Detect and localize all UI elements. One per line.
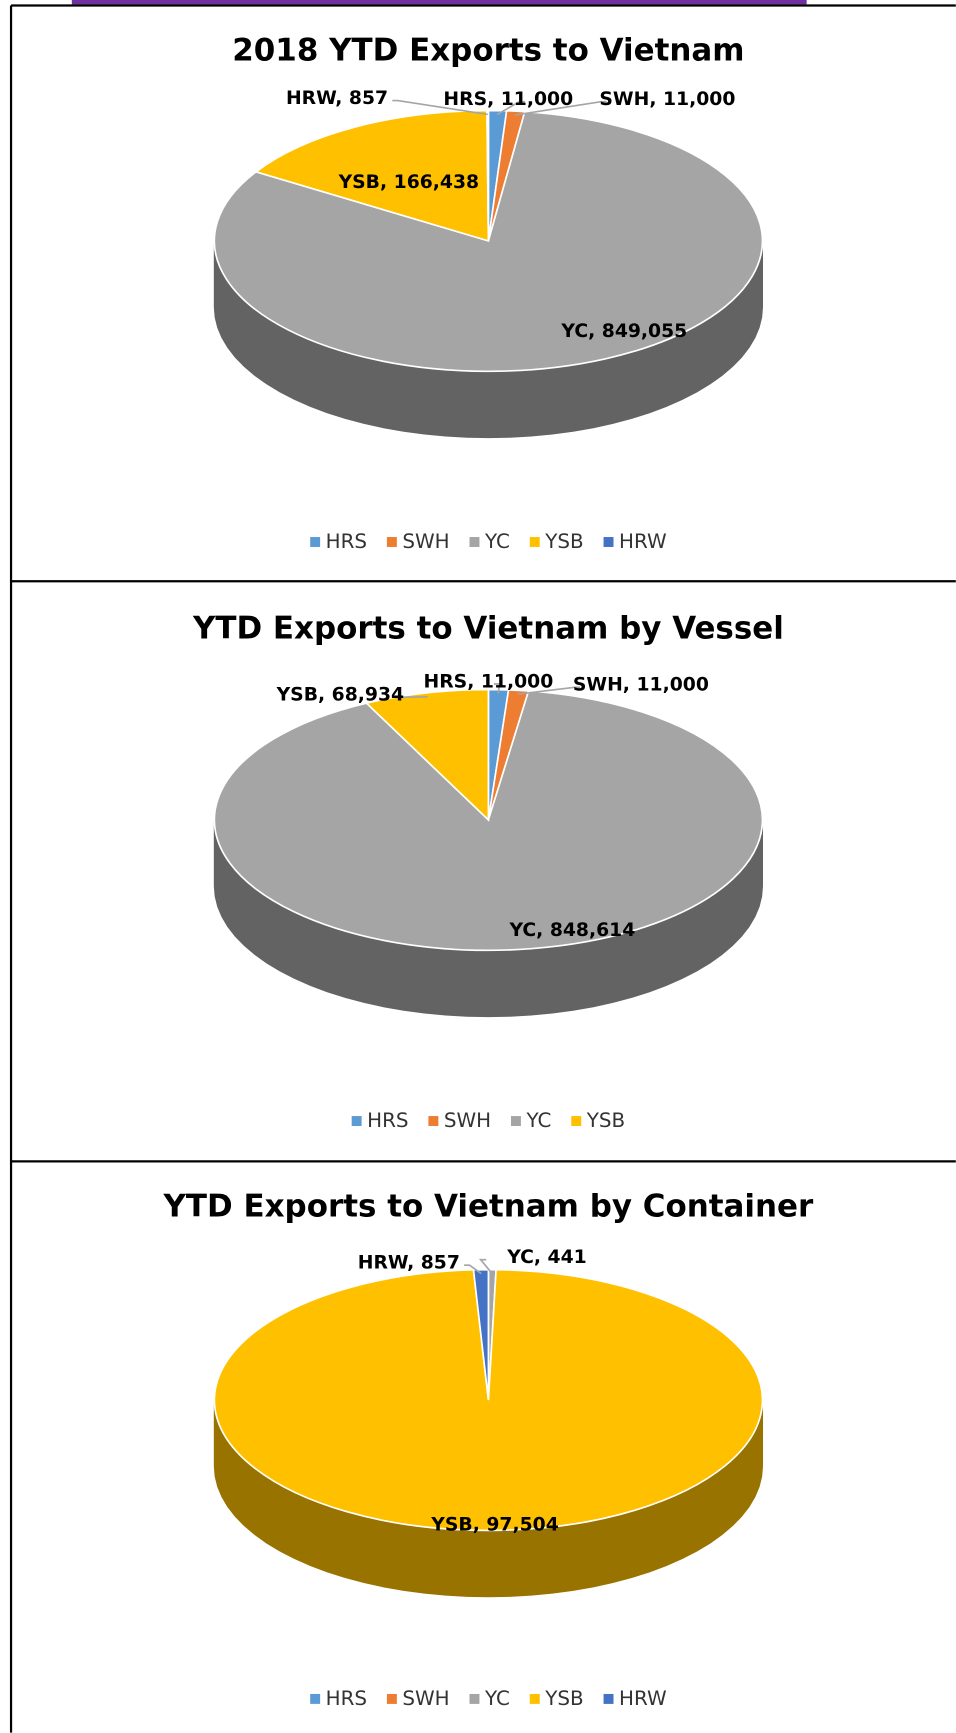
legend-label: YSB — [586, 1109, 625, 1132]
pie-top — [213, 1268, 764, 1532]
data-label: YSB, 166,438 — [338, 172, 480, 193]
legend-swatch — [469, 537, 480, 547]
pie-slice — [254, 109, 490, 243]
data-label: YC, 441 — [506, 1247, 587, 1268]
pie-slice — [486, 109, 490, 241]
chart-title: YTD Exports to Vietnam by Vessel — [192, 610, 784, 646]
top-bar — [71, 0, 807, 5]
data-label: HRW, 857 — [286, 88, 388, 109]
leader-line — [514, 100, 607, 116]
legend-label: YC — [484, 1687, 510, 1710]
legend-swatch — [529, 537, 540, 547]
legend-label: SWH — [402, 1687, 449, 1710]
legend-label: HRS — [326, 1687, 367, 1710]
legend-swatch — [469, 1693, 480, 1704]
leader-line — [464, 1264, 482, 1275]
leader-line — [493, 683, 501, 694]
leader-line — [392, 99, 488, 116]
leader-line — [517, 686, 581, 696]
data-label: YC, 849,055 — [560, 321, 687, 342]
pie-slice — [364, 688, 490, 822]
legend-swatch — [428, 1116, 439, 1126]
legend-swatch — [310, 1693, 321, 1704]
legend: HRS SWH YC YSB HRW — [310, 1687, 667, 1710]
pie-top — [213, 109, 764, 373]
chart-title: YTD Exports to Vietnam by Container — [163, 1188, 815, 1224]
legend-label: YC — [484, 530, 510, 553]
legend-swatch — [510, 1116, 521, 1126]
charts: 2018 YTD Exports to Vietnam HRS, 11,000 SW… — [9, 0, 956, 1733]
legend-swatch — [571, 1116, 582, 1126]
legend: HRS SWH YC YSB HRW — [310, 530, 667, 553]
legend: HRS SWH YC YSB — [351, 1109, 625, 1132]
data-label: SWH, 11,000 — [573, 675, 709, 696]
legend-swatch — [386, 537, 397, 547]
leader-line — [496, 100, 525, 116]
legend-label: YSB — [544, 1687, 583, 1710]
legend-swatch — [603, 537, 614, 547]
legend-swatch — [603, 1693, 614, 1704]
legend-swatch — [529, 1693, 540, 1704]
legend-label: YSB — [544, 530, 583, 553]
leader-line — [478, 1258, 493, 1275]
legend-label: HRS — [367, 1109, 408, 1132]
data-label: HRS, 11,000 — [443, 89, 573, 110]
legend-label: SWH — [402, 530, 449, 553]
legend-label: SWH — [444, 1109, 491, 1132]
legend-label: YC — [525, 1109, 551, 1132]
data-label: SWH, 11,000 — [599, 89, 735, 110]
pie-top — [213, 688, 764, 952]
data-label: HRS, 11,000 — [424, 671, 554, 692]
legend-swatch — [386, 1693, 397, 1704]
data-label: YC, 848,614 — [508, 920, 635, 941]
data-label: YSB, 68,934 — [276, 685, 404, 706]
legend-label: HRS — [326, 530, 367, 553]
data-label: YSB, 97,504 — [430, 1514, 558, 1535]
chart-title: 2018 YTD Exports to Vietnam — [232, 32, 744, 68]
legend-label: HRW — [619, 1687, 667, 1710]
data-label: HRW, 857 — [358, 1253, 460, 1274]
legend-swatch — [310, 537, 321, 547]
legend-label: HRW — [619, 530, 667, 553]
legend-swatch — [351, 1116, 362, 1126]
